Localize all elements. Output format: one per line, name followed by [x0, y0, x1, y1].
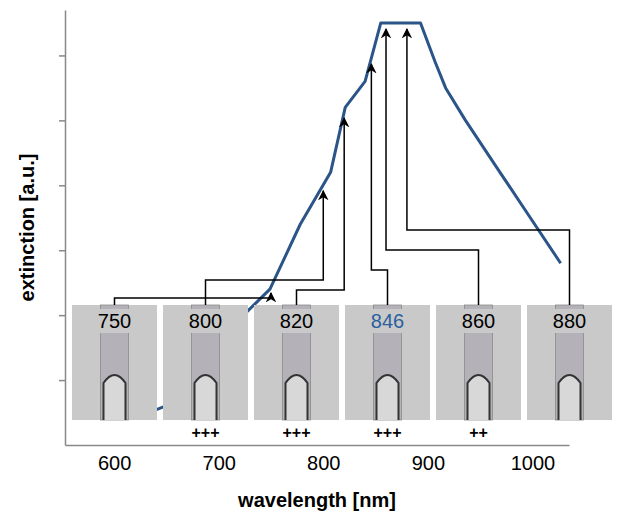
inset-label: 860	[462, 310, 495, 332]
x-tick: 700	[203, 445, 236, 474]
inset-label: 800	[189, 310, 222, 332]
inset-background	[72, 305, 157, 420]
inset-label: 846	[371, 310, 404, 332]
inset-label: 750	[98, 310, 131, 332]
inset-tube	[286, 375, 308, 420]
inset-panel: 750	[72, 305, 157, 420]
y-tick-mark	[59, 185, 65, 187]
inset-tube	[468, 375, 490, 420]
y-tick-mark	[59, 250, 65, 252]
inset-arrow	[206, 191, 324, 305]
inset-tube	[377, 375, 399, 420]
x-tick-label: 900	[412, 452, 445, 474]
y-tick	[59, 55, 65, 56]
inset-score: +++	[191, 424, 219, 441]
inset-label-patch	[362, 309, 414, 333]
inset-arrow	[297, 118, 345, 305]
inset-panel: 880	[527, 305, 612, 420]
inset-arrow	[407, 29, 570, 305]
inset-score: +++	[282, 424, 310, 441]
insets: 750 800 +++ 820 +++ 846 +++ 860 ++ 880	[72, 305, 612, 441]
inset-tube	[104, 375, 126, 420]
x-axis-line	[66, 445, 570, 447]
arrows	[115, 29, 570, 305]
y-tick-mark	[59, 120, 65, 122]
y-tick	[59, 250, 65, 251]
x-tick-label: 700	[203, 452, 236, 474]
inset-panel: 820	[254, 305, 339, 420]
inset-label-patch	[453, 309, 505, 333]
x-tick-label: 1000	[511, 452, 556, 474]
inset-label-patch	[544, 309, 596, 333]
inset-label-patch	[180, 309, 232, 333]
y-tick	[59, 120, 65, 121]
y-tick-mark	[59, 315, 65, 317]
inset-tube	[195, 375, 217, 420]
y-tick-mark	[59, 380, 65, 382]
x-tick: 1000	[511, 445, 556, 474]
inset-background	[254, 305, 339, 420]
y-tick	[59, 185, 65, 186]
inset-label-patch	[271, 309, 323, 333]
inset-score: ++	[469, 424, 488, 441]
inset-background	[436, 305, 521, 420]
y-tick-mark	[59, 55, 65, 57]
y-tick	[59, 380, 65, 381]
x-tick: 600	[98, 445, 131, 474]
inset-score: +++	[373, 424, 401, 441]
y-axis	[59, 11, 66, 446]
inset-panel: 846	[345, 305, 430, 420]
y-tick	[59, 315, 65, 316]
x-axis: 600 700 800 900 1000	[66, 445, 570, 474]
inset-arrow	[371, 64, 387, 305]
inset-background	[345, 305, 430, 420]
inset-label: 820	[280, 310, 313, 332]
chart: 600 700 800 900 1000 wavelength [nm] extinctio…	[0, 0, 620, 517]
inset-arrow	[386, 29, 478, 305]
inset-arrow	[115, 293, 271, 305]
inset-background	[527, 305, 612, 420]
x-tick: 900	[412, 445, 445, 474]
y-axis-title: extinction [a.u.]	[16, 154, 38, 302]
x-tick-label: 600	[98, 452, 131, 474]
inset-panel: 860	[436, 305, 521, 420]
x-tick-label: 800	[307, 452, 340, 474]
x-axis-title: wavelength [nm]	[237, 489, 396, 511]
x-tick: 800	[307, 445, 340, 474]
inset-panel: 800	[163, 305, 248, 420]
inset-label-patch	[89, 309, 141, 333]
inset-background	[163, 305, 248, 420]
inset-tube	[559, 375, 581, 420]
inset-label: 880	[553, 310, 586, 332]
